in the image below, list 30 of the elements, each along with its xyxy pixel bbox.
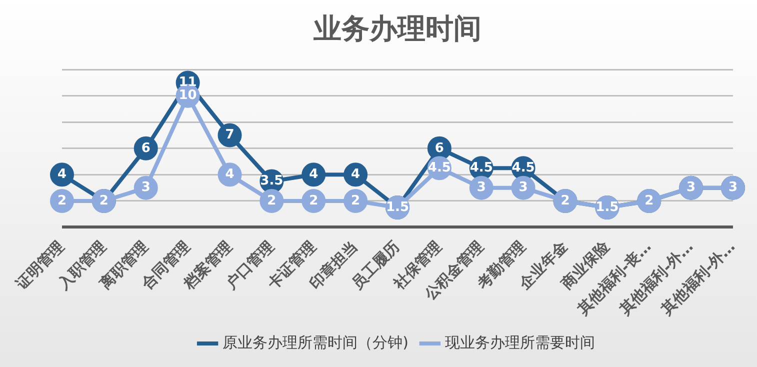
data-label: 3 <box>518 180 528 196</box>
legend-label: 原业务办理所需时间（分钟) <box>222 333 408 352</box>
data-label: 10 <box>178 88 197 104</box>
data-label: 2 <box>560 193 570 208</box>
data-label: 2 <box>644 193 654 208</box>
data-label: 4 <box>309 167 318 182</box>
data-label: 4 <box>351 167 360 182</box>
legend-label: 现业务办理所需要时间 <box>444 333 595 352</box>
data-label: 2 <box>351 193 360 208</box>
data-label: 2 <box>267 193 276 208</box>
data-label: 7 <box>225 128 234 143</box>
chart-title: 业务办理时间 <box>312 12 482 46</box>
data-label: 3 <box>728 180 738 196</box>
data-label: 4.5 <box>470 160 493 176</box>
data-label: 3 <box>476 180 486 196</box>
data-label: 6 <box>434 140 444 156</box>
data-label: 2 <box>99 193 108 208</box>
data-label: 3.5 <box>260 174 284 189</box>
data-label: 4.5 <box>512 160 535 176</box>
data-label: 6 <box>141 140 150 156</box>
data-label: 4 <box>57 167 67 182</box>
data-label: 1.5 <box>386 200 410 215</box>
data-label: 4 <box>225 167 234 182</box>
data-label: 11 <box>178 75 197 90</box>
data-label: 2 <box>57 193 67 208</box>
data-label: 4.5 <box>428 160 451 176</box>
data-label: 3 <box>686 180 696 196</box>
data-label: 1.5 <box>596 200 619 215</box>
data-label: 2 <box>309 193 318 208</box>
data-label: 3 <box>141 180 150 196</box>
